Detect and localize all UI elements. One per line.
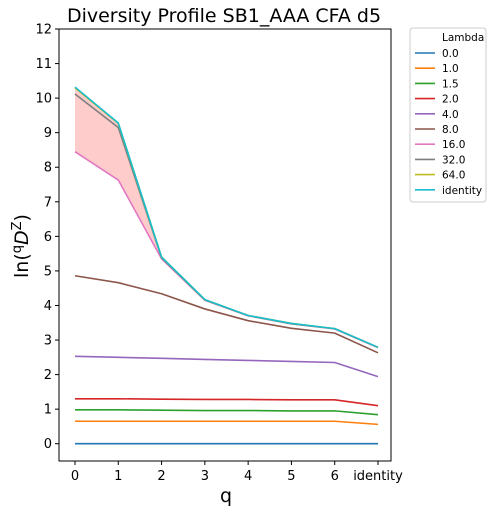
- x-tick-label-6: 6: [331, 469, 339, 484]
- legend-label-4: 4.0: [442, 109, 459, 121]
- y-tick-label-12: 12: [35, 23, 52, 38]
- x-tick-label-7: identity: [353, 469, 403, 484]
- legend-label-1: 1.0: [442, 63, 459, 75]
- series-line-2: [75, 409, 379, 416]
- legend: Lambda 0.0 1.0 1.5 2.0 4.0 8.0 16.0 32.0 64.0 iden…: [409, 27, 487, 203]
- legend-label-5: 8.0: [442, 124, 459, 136]
- legend-box: [409, 27, 487, 203]
- series-line-4: [74, 355, 379, 378]
- legend-label-9: identity: [442, 185, 482, 197]
- legend-label-0: 0.0: [442, 48, 459, 60]
- series-lines-layer: [74, 86, 379, 445]
- y-tick-label-6: 6: [44, 230, 52, 245]
- y-tick-label-4: 4: [44, 299, 52, 314]
- chart-title: Diversity Profile SB1_AAA CFA d5: [67, 5, 381, 27]
- x-tick-label-2: 2: [157, 469, 165, 484]
- series-line-5: [74, 274, 379, 354]
- y-axis-title: ln(qDZ): [10, 214, 33, 278]
- series-line-1: [75, 420, 379, 426]
- x-axis-title: q: [220, 485, 232, 507]
- y-tick-label-8: 8: [44, 161, 52, 176]
- series-line-3: [75, 397, 379, 407]
- x-tick-label-1: 1: [114, 469, 122, 484]
- y-tick-label-5: 5: [44, 264, 52, 279]
- y-tick-label-11: 11: [35, 57, 52, 72]
- legend-label-3: 2.0: [442, 94, 459, 106]
- legend-title: Lambda: [442, 32, 484, 44]
- y-tick-label-10: 10: [35, 92, 52, 107]
- y-tick-label-9: 9: [44, 126, 52, 141]
- x-tick-label-0: 0: [71, 469, 79, 484]
- y-tick-label-2: 2: [44, 368, 52, 383]
- y-tick-label-1: 1: [44, 403, 52, 418]
- y-tick-label-3: 3: [44, 334, 52, 349]
- y-tick-label-7: 7: [44, 195, 52, 210]
- x-tick-label-3: 3: [201, 469, 209, 484]
- legend-label-8: 64.0: [442, 170, 465, 182]
- legend-label-6: 16.0: [442, 139, 465, 151]
- y-tick-label-0: 0: [44, 437, 52, 452]
- series-line-9: [74, 86, 379, 349]
- x-tick-label-5: 5: [287, 469, 295, 484]
- legend-label-2: 1.5: [442, 78, 459, 90]
- legend-label-7: 32.0: [442, 154, 465, 166]
- plot-frame: [58, 28, 392, 462]
- x-tick-label-4: 4: [244, 469, 252, 484]
